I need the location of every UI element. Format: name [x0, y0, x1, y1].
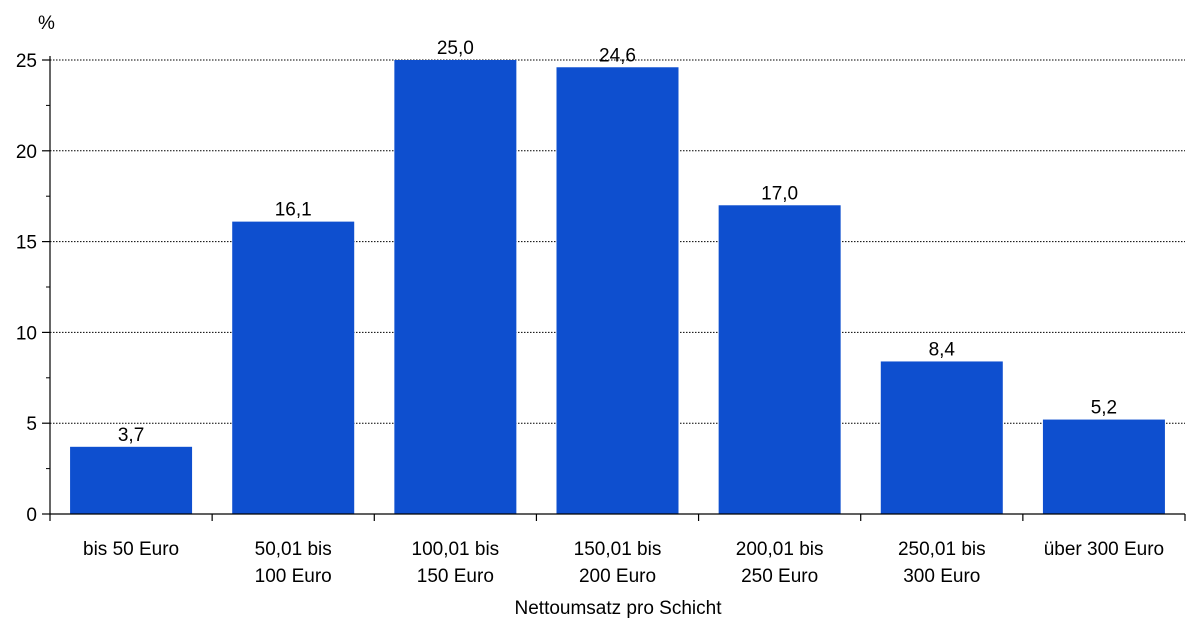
bar: [1042, 419, 1165, 514]
x-tick-label: bis 50 Euro: [83, 539, 179, 560]
y-tick-label: 20: [16, 142, 37, 163]
data-label: 25,0: [437, 38, 474, 59]
x-tick-label: 300 Euro: [903, 566, 980, 587]
data-label: 24,6: [599, 45, 636, 66]
bar: [718, 205, 841, 514]
bar: [556, 67, 679, 514]
x-tick-label: 250 Euro: [741, 566, 818, 587]
bar: [70, 446, 193, 514]
x-axis-title: Nettoumsatz pro Schicht: [515, 598, 723, 619]
y-tick-label: 25: [16, 51, 37, 72]
axes: [42, 56, 1186, 521]
x-tick-label: 50,01 bis: [255, 539, 332, 560]
y-tick-label: 0: [26, 505, 37, 526]
x-tick-label: 100,01 bis: [412, 539, 500, 560]
x-tick-label: 200,01 bis: [736, 539, 824, 560]
bar: [880, 361, 1003, 514]
data-label: 8,4: [929, 339, 956, 360]
labels: 0 5 10 15 20 25 3,7 bis 50 Euro 16,1 50,01 bis 100…: [16, 38, 1164, 587]
y-tick-label: 15: [16, 233, 37, 254]
bars: [70, 60, 1165, 514]
y-axis-unit-label: %: [38, 13, 55, 34]
x-tick-label: 100 Euro: [255, 566, 332, 587]
data-label: 17,0: [761, 183, 798, 204]
x-tick-label: 150 Euro: [417, 566, 494, 587]
y-tick-label: 5: [26, 414, 37, 435]
data-label: 5,2: [1091, 398, 1117, 419]
bar: [232, 221, 355, 514]
x-tick-label: 150,01 bis: [574, 539, 662, 560]
x-tick-label: 250,01 bis: [898, 539, 986, 560]
x-tick-label: über 300 Euro: [1044, 539, 1164, 560]
y-tick-label: 10: [16, 323, 37, 344]
bar: [394, 60, 517, 514]
x-tick-label: 200 Euro: [579, 566, 656, 587]
data-label: 16,1: [275, 200, 312, 221]
data-label: 3,7: [118, 425, 144, 446]
